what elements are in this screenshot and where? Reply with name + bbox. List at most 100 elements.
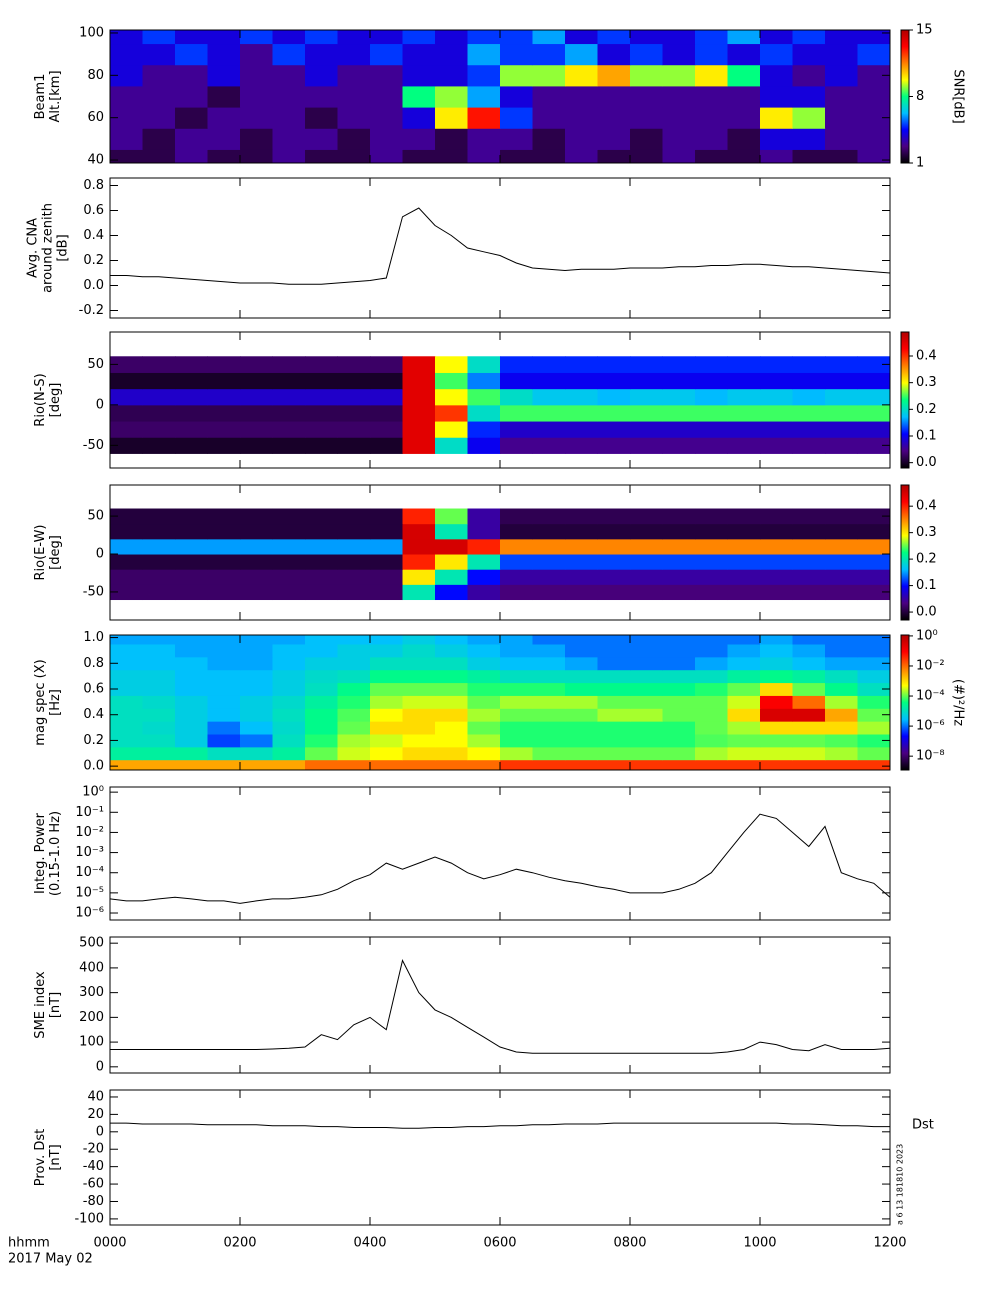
heatmap-cell: [370, 85, 403, 108]
heatmap-cell: [142, 538, 176, 555]
heatmap-cell: [565, 372, 598, 390]
y-tick-label: 0: [96, 397, 104, 412]
heatmap-cell: [467, 734, 501, 748]
y-tick-label: 60: [87, 110, 104, 125]
heatmap-cell: [142, 356, 176, 373]
heatmap-cell: [370, 759, 403, 770]
heatmap-cell: [240, 30, 273, 45]
y-tick-label: 10⁻⁴: [75, 865, 104, 880]
heatmap-cell: [337, 734, 371, 748]
heatmap-cell: [175, 584, 208, 601]
heatmap-cell: [435, 437, 468, 454]
heatmap-cell: [110, 759, 143, 770]
heatmap-cell: [337, 404, 371, 422]
colorbar-tick-label: 0.1: [916, 578, 937, 593]
heatmap-cell: [857, 404, 890, 422]
heatmap-cell: [857, 356, 890, 373]
heatmap-cell: [272, 149, 306, 163]
heatmap-cell: [240, 538, 273, 555]
heatmap-cell: [760, 523, 793, 540]
heatmap-cell: [272, 708, 306, 722]
heatmap-cell: [825, 43, 858, 66]
heatmap-cell: [240, 584, 273, 601]
heatmap-cell: [532, 635, 566, 645]
heatmap-cell: [695, 523, 728, 540]
heatmap-cell: [175, 523, 208, 540]
heatmap-cell: [857, 554, 890, 570]
plot-frame: [109, 786, 891, 921]
heatmap-cell: [662, 30, 696, 45]
heatmap-cell: [532, 404, 566, 422]
heatmap-cell: [435, 734, 468, 748]
heatmap-cell: [597, 584, 631, 601]
heatmap-cell: [402, 635, 436, 645]
heatmap-cell: [240, 759, 273, 770]
heatmap-cell: [175, 85, 208, 108]
y-axis-label: Integ. Power: [33, 812, 48, 894]
heatmap-cell: [500, 656, 533, 671]
heatmap-cell: [760, 85, 793, 108]
heatmap-cell: [467, 128, 501, 150]
heatmap-cell: [142, 721, 176, 735]
heatmap-cell: [305, 669, 338, 684]
plot-frame: [109, 177, 891, 319]
heatmap-cell: [760, 584, 793, 601]
heatmap-cell: [175, 569, 208, 585]
heatmap-cell: [792, 708, 826, 722]
colorbar-tick-label: 0.0: [916, 605, 937, 620]
heatmap-cell: [532, 721, 566, 735]
heatmap-cell: [110, 721, 143, 735]
heatmap-cell: [402, 669, 436, 684]
y-tick-label: 200: [79, 1010, 104, 1025]
heatmap-cell: [532, 508, 566, 525]
heatmap-cell: [727, 708, 761, 722]
heatmap-cell: [110, 734, 143, 748]
heatmap-cell: [792, 656, 826, 671]
heatmap-cell: [695, 708, 728, 722]
heatmap-cell: [695, 569, 728, 585]
data-line: [110, 959, 890, 1054]
heatmap-cell: [142, 64, 176, 87]
heatmap-cell: [565, 721, 598, 735]
heatmap-cell: [435, 721, 468, 735]
heatmap-cell: [857, 85, 890, 108]
heatmap-cell: [467, 437, 501, 454]
heatmap-cell: [370, 695, 403, 709]
y-tick-label: 500: [79, 936, 104, 951]
heatmap-cell: [662, 635, 696, 645]
heatmap-cell: [662, 372, 696, 390]
heatmap-cell: [630, 635, 663, 645]
heatmap-cell: [240, 128, 273, 150]
heatmap-cell: [370, 404, 403, 422]
heatmap-cell: [532, 569, 566, 585]
heatmap-cell: [857, 584, 890, 601]
heatmap-cell: [370, 128, 403, 150]
heatmap-cell: [857, 538, 890, 555]
heatmap-cell: [727, 421, 761, 438]
heatmap-cell: [240, 421, 273, 438]
heatmap-cell: [792, 746, 826, 761]
heatmap-cell: [240, 388, 273, 406]
heatmap-cell: [792, 734, 826, 748]
heatmap-cell: [565, 107, 598, 129]
heatmap-cell: [370, 635, 403, 645]
heatmap-cell: [727, 746, 761, 761]
heatmap-cell: [370, 421, 403, 438]
heatmap-cell: [435, 644, 468, 658]
heatmap-cell: [370, 149, 403, 163]
heatmap-cell: [110, 85, 143, 108]
heatmap-cell: [727, 656, 761, 671]
heatmap-cell: [597, 85, 631, 108]
heatmap-cell: [272, 85, 306, 108]
y-tick-label: 40: [87, 1089, 104, 1104]
heatmap-cell: [305, 635, 338, 645]
heatmap-cell: [597, 554, 631, 570]
colorbar-tick-label: 10⁻⁴: [916, 689, 945, 704]
heatmap-cell: [337, 107, 371, 129]
heatmap-cell: [272, 372, 306, 390]
heatmap-cell: [695, 356, 728, 373]
heatmap-cell: [532, 584, 566, 601]
heatmap-cell: [370, 746, 403, 761]
plot-area: [110, 508, 890, 601]
heatmap-cell: [597, 682, 631, 696]
